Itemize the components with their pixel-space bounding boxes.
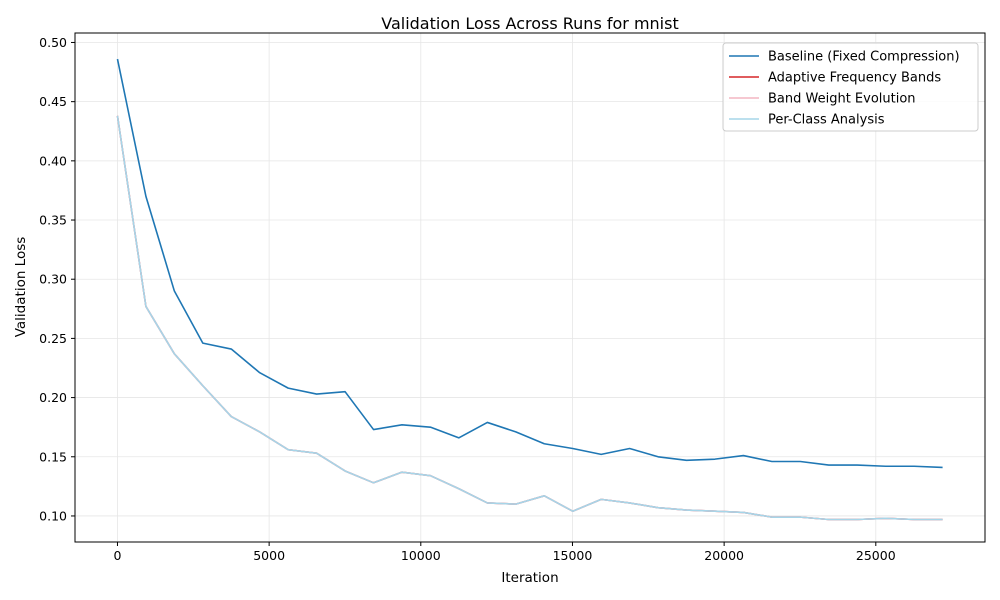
- legend-box: [722, 42, 979, 132]
- y-tick-label: 0.15: [39, 449, 67, 464]
- legend: Baseline (Fixed Compression) Adaptive Fre…: [722, 42, 979, 132]
- y-tick-label: 0.30: [39, 272, 67, 287]
- x-tick-label: 10000: [401, 548, 441, 563]
- y-tick-label: 0.35: [39, 213, 67, 228]
- chart-title: Validation Loss Across Runs for mnist: [381, 14, 678, 33]
- x-tick-label: 0: [113, 548, 121, 563]
- series-line-4: [116, 115, 943, 521]
- y-tick-label: 0.10: [39, 508, 67, 523]
- y-axis: 0.10 0.15 0.20 0.25 0.30 0.35 0.40 0.45 0.50: [39, 35, 75, 523]
- x-axis: 0 5000 10000 15000 20000 25000: [113, 542, 896, 563]
- legend-entry: Per-Class Analysis: [768, 113, 885, 128]
- x-tick-label: 20000: [704, 548, 744, 563]
- legend-entry: Adaptive Frequency Bands: [768, 71, 941, 86]
- series-line-3: [116, 115, 943, 521]
- series-line-2: [116, 115, 943, 521]
- x-tick-label: 5000: [253, 548, 285, 563]
- x-tick-label: 15000: [553, 548, 593, 563]
- y-tick-label: 0.20: [39, 390, 67, 405]
- x-tick-label: 25000: [856, 548, 896, 563]
- legend-entry: Baseline (Fixed Compression): [768, 50, 960, 65]
- y-tick-label: 0.45: [39, 94, 67, 109]
- series-line-1: [116, 58, 943, 469]
- series-lines: [116, 58, 943, 521]
- legend-entry: Band Weight Evolution: [768, 92, 916, 107]
- y-tick-label: 0.50: [39, 35, 67, 50]
- y-tick-label: 0.40: [39, 153, 67, 168]
- plot-frame: [74, 32, 986, 543]
- x-axis-label: Iteration: [501, 570, 558, 586]
- y-tick-label: 0.25: [39, 331, 67, 346]
- y-axis-label: Validation Loss: [13, 237, 29, 338]
